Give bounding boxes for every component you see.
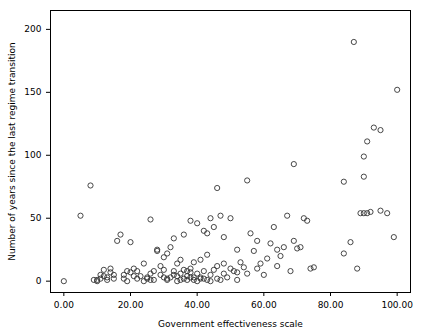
svg-text:0: 0: [36, 276, 42, 286]
svg-text:100.00: 100.00: [381, 300, 413, 310]
svg-text:150: 150: [24, 87, 41, 97]
svg-text:40.00: 40.00: [184, 300, 210, 310]
svg-text:50: 50: [30, 213, 42, 223]
svg-text:20.00: 20.00: [118, 300, 144, 310]
svg-text:Government effectiveness scale: Government effectiveness scale: [158, 319, 303, 329]
svg-text:0.00: 0.00: [54, 300, 74, 310]
svg-text:200: 200: [24, 24, 41, 34]
svg-text:60.00: 60.00: [251, 300, 277, 310]
svg-text:Number of years since the last: Number of years since the last regime tr…: [7, 42, 17, 260]
svg-text:80.00: 80.00: [318, 300, 344, 310]
svg-text:100: 100: [24, 150, 41, 160]
